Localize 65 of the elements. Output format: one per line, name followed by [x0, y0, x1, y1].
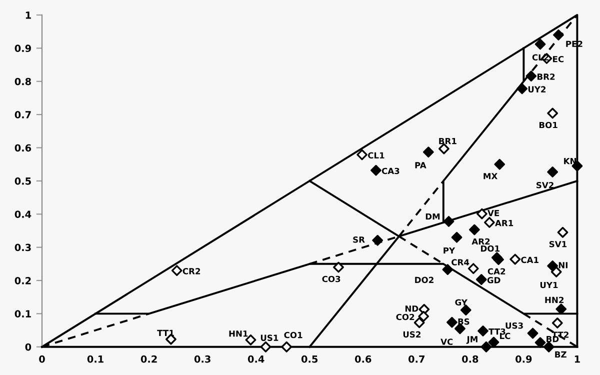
- annotation: PA: [415, 162, 426, 168]
- y-tick-label: 0.2: [14, 276, 31, 284]
- annotation: PY: [444, 247, 456, 254]
- annotation: TT3: [488, 328, 506, 335]
- annotation: UY1: [540, 282, 558, 288]
- x-tick-label: 0.5: [301, 355, 318, 363]
- y-tick-label: 0.8: [14, 78, 31, 86]
- annotation: AR2: [472, 238, 490, 245]
- annotation: US3: [506, 322, 523, 329]
- annotation: BD: [546, 336, 559, 342]
- annotation: CA3: [382, 168, 400, 174]
- annotation: ND: [405, 306, 418, 312]
- annotation: HN2: [545, 296, 564, 304]
- x-tick-label: 0.9: [516, 355, 532, 363]
- annotation: NI: [558, 262, 568, 268]
- annotation: EC: [553, 56, 564, 62]
- x-tick-label: 0.3: [194, 355, 210, 363]
- x-tick-label: 0: [39, 355, 45, 363]
- annotation: US1: [260, 334, 278, 341]
- annotation: JM: [466, 336, 478, 344]
- annotation: DO1: [481, 245, 500, 252]
- annotation: AR1: [495, 220, 514, 226]
- annotation: DO2: [415, 276, 434, 284]
- annotation: MX: [484, 173, 498, 180]
- annotation: SR: [353, 236, 365, 243]
- x-tick-label: 0.6: [354, 355, 372, 363]
- annotation: VE: [488, 210, 500, 216]
- y-tick-label: 0: [25, 343, 32, 351]
- annotation: CR4: [452, 259, 470, 266]
- annotation: CA1: [521, 256, 538, 264]
- annotation: CO3: [322, 276, 340, 282]
- annotation: VC: [440, 338, 453, 345]
- y-tick-label: 0.1: [14, 310, 31, 318]
- annotation: SV1: [549, 240, 567, 248]
- annotation: BO1: [539, 122, 558, 128]
- annotation: DM: [426, 213, 440, 220]
- annotation: GY: [455, 299, 468, 306]
- annotation: CR2: [182, 268, 200, 274]
- annotation: BS: [458, 318, 470, 325]
- annotation: CO2: [396, 314, 414, 320]
- annotation: GD: [487, 277, 500, 284]
- x-tick-label: 1: [574, 356, 580, 363]
- y-tick-label: 0.5: [14, 177, 31, 185]
- annotation: SV2: [536, 182, 554, 188]
- annotation: CL1: [368, 152, 384, 159]
- y-tick-label: 1: [26, 12, 31, 19]
- x-tick-label: 0.8: [462, 355, 478, 363]
- y-tick-label: 0.3: [14, 244, 31, 252]
- annotation: CO1: [284, 332, 302, 338]
- annotation: BZ: [555, 351, 566, 358]
- x-tick-label: 0.2: [140, 355, 157, 363]
- x-tick-label: 0.7: [408, 355, 424, 363]
- y-tick-label: 0.7: [14, 111, 31, 118]
- annotation: US2: [403, 331, 420, 338]
- y-tick-label: 0.6: [14, 144, 32, 152]
- x-tick-label: 0.4: [248, 355, 264, 363]
- annotation: CA2: [488, 268, 506, 275]
- annotation: BR1: [439, 138, 456, 144]
- y-tick-label: 0.4: [14, 210, 32, 218]
- annotation: UY2: [528, 86, 546, 92]
- x-tick-label: 0.1: [87, 355, 104, 363]
- y-tick-label: 0.9: [14, 44, 31, 52]
- annotation: HN1: [229, 330, 248, 337]
- annotation: BR2: [537, 74, 555, 80]
- annotation: LC: [500, 332, 510, 340]
